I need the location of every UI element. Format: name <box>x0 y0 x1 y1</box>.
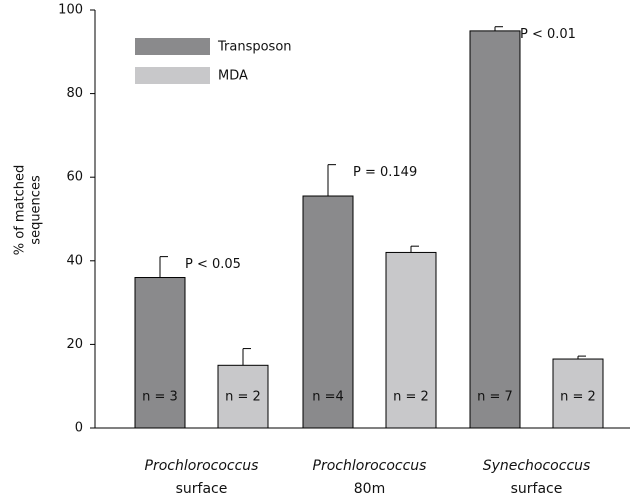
x-tick-label: surface <box>511 481 563 496</box>
annotation: P < 0.01 <box>520 27 576 42</box>
y-tick-label: 100 <box>58 3 83 18</box>
n-label: n = 2 <box>393 390 429 405</box>
legend-swatch <box>135 38 210 55</box>
x-tick-label: Prochlorococcus <box>313 458 427 474</box>
x-tick-label: surface <box>176 481 228 496</box>
n-label: n = 2 <box>560 390 596 405</box>
y-tick-label: 20 <box>66 337 83 352</box>
annotation: P < 0.05 <box>185 257 241 272</box>
n-label: n = 7 <box>477 390 513 405</box>
legend-label: MDA <box>218 69 248 84</box>
bar <box>134 277 186 429</box>
y-tick-label: 80 <box>66 86 83 101</box>
y-tick-label: 60 <box>66 170 83 185</box>
legend-swatch <box>135 67 210 84</box>
n-label: n = 3 <box>142 390 178 405</box>
y-axis-label-line: % of matched <box>13 165 28 256</box>
legend-label: Transposon <box>217 40 292 55</box>
n-label: n =4 <box>312 390 344 405</box>
y-axis-label: % of matched sequences <box>13 165 44 256</box>
bar <box>385 251 437 429</box>
annotation: P = 0.149 <box>353 165 417 180</box>
bar <box>552 358 604 429</box>
y-tick-label: 40 <box>66 253 83 268</box>
bar <box>469 30 521 429</box>
y-axis-label-line: sequences <box>29 175 44 245</box>
x-tick-label: Prochlorococcus <box>145 458 259 474</box>
y-tick-label: 0 <box>75 421 83 436</box>
n-label: n = 2 <box>225 390 261 405</box>
x-tick-label: 80m <box>354 481 385 496</box>
x-tick-label: Synechococcus <box>483 458 591 474</box>
